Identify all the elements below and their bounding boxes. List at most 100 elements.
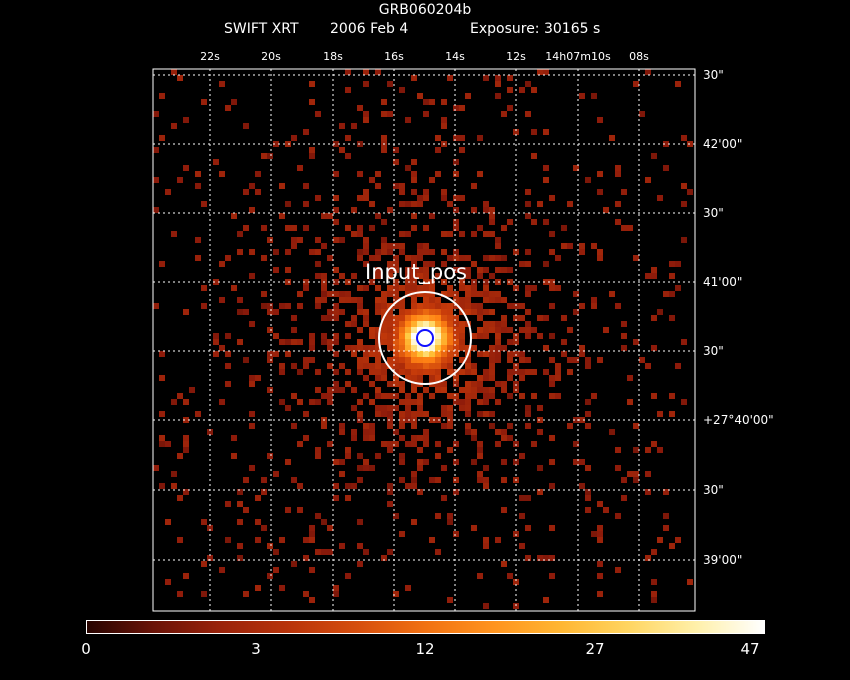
count-pixel <box>519 315 525 321</box>
count-pixel <box>435 381 441 387</box>
count-pixel <box>327 363 333 369</box>
count-pixel <box>309 537 315 543</box>
count-pixel <box>519 327 525 333</box>
count-pixel <box>681 339 687 345</box>
count-pixel <box>645 489 651 495</box>
count-pixel <box>675 81 681 87</box>
count-pixel <box>681 399 687 405</box>
count-pixel <box>405 483 411 489</box>
count-pixel <box>273 351 279 357</box>
count-pixel <box>375 453 381 459</box>
count-pixel <box>183 309 189 315</box>
count-pixel <box>399 297 405 303</box>
count-pixel <box>567 369 573 375</box>
count-pixel <box>651 549 657 555</box>
count-pixel <box>315 195 321 201</box>
count-pixel <box>429 261 435 267</box>
count-pixel <box>279 369 285 375</box>
count-pixel <box>597 255 603 261</box>
count-pixel <box>219 81 225 87</box>
count-pixel <box>309 525 315 531</box>
count-pixel <box>345 495 351 501</box>
count-pixel <box>363 549 369 555</box>
count-pixel <box>429 279 435 285</box>
count-pixel <box>393 357 399 363</box>
count-pixel <box>651 153 657 159</box>
count-pixel <box>381 219 387 225</box>
count-pixel <box>459 387 465 393</box>
count-pixel <box>411 411 417 417</box>
count-pixel <box>441 231 447 237</box>
count-pixel <box>399 369 405 375</box>
count-pixel <box>429 477 435 483</box>
count-pixel <box>327 213 333 219</box>
count-pixel <box>417 243 423 249</box>
count-pixel <box>555 285 561 291</box>
count-pixel <box>501 225 507 231</box>
count-pixel <box>345 333 351 339</box>
count-pixel <box>291 393 297 399</box>
count-pixel <box>159 441 165 447</box>
count-pixel <box>159 351 165 357</box>
count-pixel <box>333 459 339 465</box>
count-pixel <box>291 423 297 429</box>
count-pixel <box>411 345 417 351</box>
count-pixel <box>441 315 447 321</box>
count-pixel <box>333 387 339 393</box>
count-pixel <box>339 387 345 393</box>
count-pixel <box>309 249 315 255</box>
count-pixel <box>369 369 375 375</box>
count-pixel <box>357 105 363 111</box>
count-pixel <box>387 249 393 255</box>
dec-tick-label: 30" <box>703 206 724 220</box>
count-pixel <box>291 477 297 483</box>
count-pixel <box>477 333 483 339</box>
count-pixel <box>591 531 597 537</box>
count-pixel <box>483 369 489 375</box>
count-pixel <box>633 423 639 429</box>
count-pixel <box>489 369 495 375</box>
count-pixel <box>333 369 339 375</box>
count-pixel <box>399 363 405 369</box>
count-pixel <box>159 435 165 441</box>
count-pixel <box>255 585 261 591</box>
count-pixel <box>399 315 405 321</box>
count-pixel <box>393 345 399 351</box>
count-pixel <box>417 435 423 441</box>
count-pixel <box>549 231 555 237</box>
count-pixel <box>429 297 435 303</box>
count-pixel <box>387 501 393 507</box>
count-pixel <box>381 321 387 327</box>
count-pixel <box>165 441 171 447</box>
count-pixel <box>495 297 501 303</box>
count-pixel <box>471 525 477 531</box>
count-pixel <box>291 339 297 345</box>
count-pixel <box>453 381 459 387</box>
count-pixel <box>495 357 501 363</box>
count-pixel <box>423 387 429 393</box>
count-pixel <box>237 555 243 561</box>
count-pixel <box>399 423 405 429</box>
count-pixel <box>669 273 675 279</box>
count-pixel <box>645 273 651 279</box>
count-pixel <box>177 591 183 597</box>
count-pixel <box>405 399 411 405</box>
count-pixel <box>381 393 387 399</box>
count-pixel <box>237 249 243 255</box>
count-pixel <box>513 339 519 345</box>
count-pixel <box>309 345 315 351</box>
count-pixel <box>375 183 381 189</box>
count-pixel <box>507 573 513 579</box>
count-pixel <box>483 75 489 81</box>
count-pixel <box>411 363 417 369</box>
count-pixel <box>513 459 519 465</box>
count-pixel <box>471 429 477 435</box>
count-pixel <box>255 171 261 177</box>
count-pixel <box>597 561 603 567</box>
count-pixel <box>171 471 177 477</box>
count-pixel <box>267 357 273 363</box>
count-pixel <box>429 321 435 327</box>
count-pixel <box>597 189 603 195</box>
count-pixel <box>537 315 543 321</box>
count-pixel <box>237 297 243 303</box>
